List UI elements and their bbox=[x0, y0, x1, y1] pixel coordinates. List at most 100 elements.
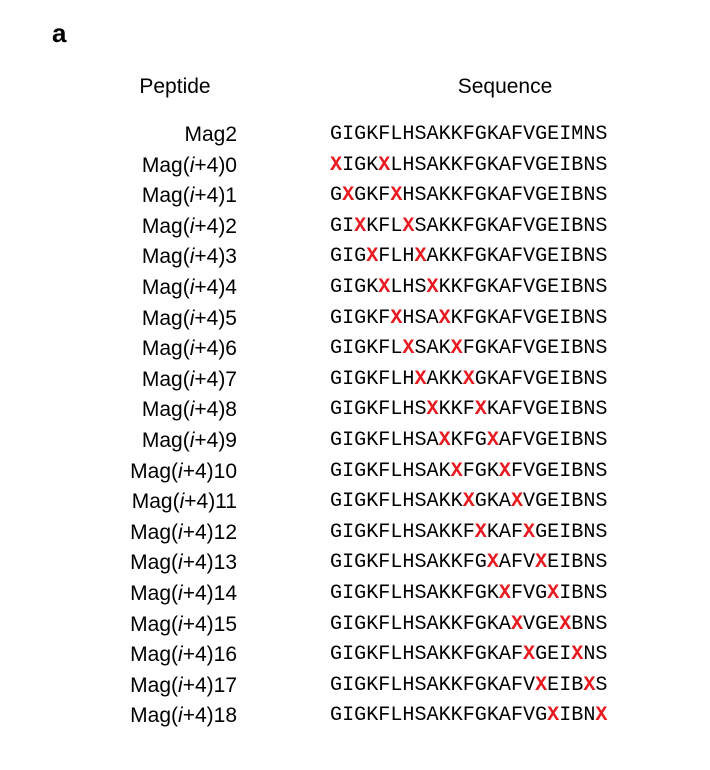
residue: K bbox=[486, 612, 499, 636]
peptide-sequence: GIGKFLHSAKXFGKXFVGEIBNS bbox=[330, 458, 607, 486]
residue: L bbox=[390, 275, 403, 299]
residue: I bbox=[342, 306, 355, 330]
residue: H bbox=[402, 581, 415, 605]
residue: K bbox=[486, 153, 499, 177]
residue: K bbox=[366, 428, 379, 452]
mutation-residue: X bbox=[498, 459, 511, 483]
peptide-name-italic: i bbox=[178, 459, 183, 483]
residue: K bbox=[450, 245, 463, 269]
residue: G bbox=[535, 153, 548, 177]
peptide-name-suffix: +4)6 bbox=[194, 337, 237, 361]
mutation-residue: X bbox=[402, 214, 415, 238]
peptide-name-italic: i bbox=[189, 245, 195, 269]
residue: E bbox=[547, 673, 560, 697]
peptide-sequence: GIGKFLHSAKKFGKAFVGEIMNS bbox=[330, 121, 607, 149]
residue: F bbox=[378, 459, 391, 483]
residue: H bbox=[402, 551, 415, 575]
residue: V bbox=[523, 673, 536, 697]
residue: A bbox=[426, 153, 439, 177]
residue: H bbox=[402, 184, 415, 208]
residue: A bbox=[426, 643, 439, 667]
table-row: Mag(i+4)17 GIGKFLHSAKKFGKAFVXEIBXS bbox=[0, 670, 710, 701]
residue: G bbox=[535, 459, 548, 483]
peptide-name-suffix: +4)5 bbox=[194, 306, 237, 330]
residue: V bbox=[523, 581, 536, 605]
residue: S bbox=[414, 643, 427, 667]
mutation-residue: X bbox=[426, 398, 439, 422]
residue: F bbox=[378, 581, 391, 605]
residue: A bbox=[426, 551, 439, 575]
residue: A bbox=[498, 184, 511, 208]
residue: H bbox=[402, 612, 415, 636]
residue: F bbox=[462, 459, 475, 483]
residue: F bbox=[378, 337, 391, 361]
residue: S bbox=[595, 612, 608, 636]
table-row: Mag(i+4)8 GIGKFLHSXKKFXKAFVGEIBNS bbox=[0, 394, 710, 425]
residue: F bbox=[462, 214, 475, 238]
residue: E bbox=[547, 551, 560, 575]
residue: K bbox=[450, 551, 463, 575]
residue: G bbox=[474, 581, 487, 605]
peptide-sequence: GIGKFLHSAKKFGKAXVGEXBNS bbox=[330, 611, 607, 639]
residue: V bbox=[523, 551, 536, 575]
residue: K bbox=[450, 643, 463, 667]
residue: F bbox=[462, 581, 475, 605]
residue: S bbox=[414, 581, 427, 605]
peptide-sequence: GIGKFLHSXKKFXKAFVGEIBNS bbox=[330, 396, 607, 424]
residue: G bbox=[354, 367, 367, 391]
residue: I bbox=[342, 367, 355, 391]
table-row: Mag(i+4)0 XIGKXLHSAKKFGKAFVGEIBNS bbox=[0, 150, 710, 181]
residue: K bbox=[450, 673, 463, 697]
residue: K bbox=[438, 245, 451, 269]
residue: E bbox=[547, 337, 560, 361]
residue: G bbox=[474, 428, 487, 452]
residue: K bbox=[438, 673, 451, 697]
residue: L bbox=[390, 337, 403, 361]
table-row: Mag(i+4)6 GIGKFLXSAKXFGKAFVGEIBNS bbox=[0, 333, 710, 364]
residue: G bbox=[535, 643, 548, 667]
residue: F bbox=[378, 245, 391, 269]
peptide-name-italic: i bbox=[178, 673, 183, 697]
residue: K bbox=[486, 673, 499, 697]
residue: S bbox=[414, 612, 427, 636]
residue: G bbox=[535, 367, 548, 391]
peptide-sequence: GIGKFLXSAKXFGKAFVGEIBNS bbox=[330, 335, 607, 363]
residue: F bbox=[510, 581, 523, 605]
residue: H bbox=[402, 490, 415, 514]
table-row: Mag(i+4)11 GIGKFLHSAKKXGKAXVGEIBNS bbox=[0, 486, 710, 517]
peptide-sequence: GIGKFLHSAKKFGKAFVGXIBNX bbox=[330, 702, 607, 730]
residue: A bbox=[426, 123, 439, 146]
residue: K bbox=[450, 306, 463, 330]
residue: F bbox=[378, 551, 391, 575]
peptide-name: Mag(i+4)1 bbox=[142, 182, 237, 210]
peptide-name-suffix: +4)10 bbox=[182, 459, 237, 483]
residue: V bbox=[523, 367, 536, 391]
peptide-name: Mag(i+4)16 bbox=[130, 641, 237, 669]
residue: F bbox=[378, 184, 391, 208]
residue: F bbox=[462, 520, 475, 544]
residue: G bbox=[330, 184, 343, 208]
residue: G bbox=[474, 551, 487, 575]
residue: G bbox=[535, 275, 548, 299]
peptide-sequence: GXGKFXHSAKKFGKAFVGEIBNS bbox=[330, 182, 607, 210]
residue: A bbox=[426, 367, 439, 391]
residue: F bbox=[378, 490, 391, 514]
mutation-residue: X bbox=[414, 367, 427, 391]
peptide-name-prefix: Mag( bbox=[130, 673, 179, 697]
residue: K bbox=[486, 520, 499, 544]
residue: N bbox=[583, 398, 596, 422]
residue: K bbox=[366, 581, 379, 605]
peptide-name-italic: i bbox=[189, 337, 195, 361]
peptide-name: Mag(i+4)17 bbox=[130, 672, 237, 700]
residue: V bbox=[523, 428, 536, 452]
residue: L bbox=[390, 428, 403, 452]
table-row: Mag(i+4)18 GIGKFLHSAKKFGKAFVGXIBNX bbox=[0, 700, 710, 731]
residue: F bbox=[510, 275, 523, 299]
residue: A bbox=[498, 123, 511, 146]
residue: I bbox=[559, 490, 572, 514]
residue: B bbox=[571, 612, 584, 636]
residue: K bbox=[486, 367, 499, 391]
peptide-name-italic: i bbox=[179, 490, 185, 514]
residue: V bbox=[523, 612, 536, 636]
residue: I bbox=[559, 643, 572, 667]
